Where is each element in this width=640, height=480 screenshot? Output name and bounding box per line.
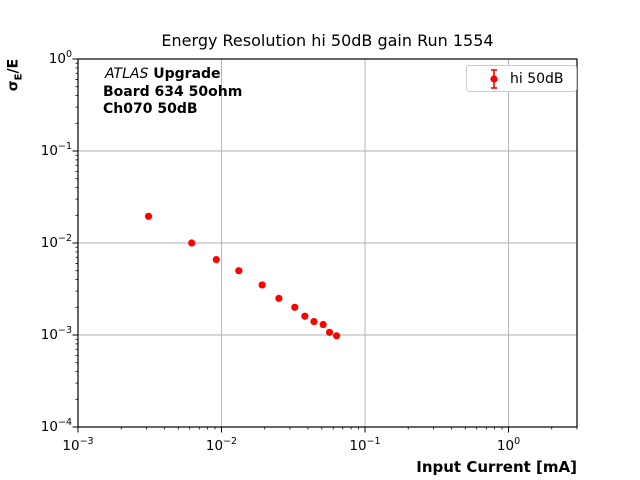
- y-tick-label: 10−1: [41, 141, 72, 159]
- x-tick-label: 10−2: [206, 436, 237, 454]
- annotation-line-2: Board 634 50ohm: [103, 83, 243, 100]
- y-axis-label-suffix: /E: [5, 58, 22, 74]
- data-point: [310, 317, 318, 326]
- data-point: [275, 294, 283, 302]
- y-axis-label-subscript: E: [13, 73, 25, 81]
- chart-title: Energy Resolution hi 50dB gain Run 1554: [161, 31, 494, 50]
- data-point: [188, 239, 196, 247]
- annotation-line-1: ATLAS Upgrade: [103, 66, 242, 84]
- data-point: [301, 312, 309, 320]
- y-axis-label-sigma: σ: [5, 80, 22, 92]
- annotation-block: ATLAS Upgrade Board 634 50ohm Ch070 50dB: [103, 66, 242, 119]
- data-point: [319, 320, 327, 329]
- x-axis-label: Input Current [mA]: [416, 458, 577, 476]
- data-point: [144, 212, 153, 220]
- y-tick-label: 10−4: [41, 417, 72, 435]
- legend-errorbar-marker-icon: [490, 68, 498, 89]
- x-tick-label: 10−3: [62, 436, 93, 454]
- data-point: [325, 328, 334, 336]
- data-point: [235, 267, 243, 275]
- legend-box: hi 50dB: [466, 65, 577, 92]
- axes-frame: [77, 58, 578, 428]
- x-tick-label: 10−1: [349, 436, 380, 454]
- data-point: [212, 256, 220, 264]
- data-point: [291, 303, 299, 311]
- y-tick-label: 100: [49, 49, 72, 67]
- y-tick-label: 10−3: [41, 325, 72, 343]
- annotation-line-3: Ch070 50dB: [103, 101, 198, 117]
- y-tick-label: 10−2: [41, 233, 72, 251]
- y-axis-label: σE/E: [6, 59, 25, 91]
- annotation-upgrade: Upgrade: [148, 66, 221, 82]
- legend-label: hi 50dB: [510, 70, 564, 87]
- data-point: [333, 332, 341, 340]
- annotation-atlas: ATLAS: [105, 66, 149, 82]
- data-point: [258, 281, 266, 289]
- x-tick-label: 100: [497, 436, 520, 454]
